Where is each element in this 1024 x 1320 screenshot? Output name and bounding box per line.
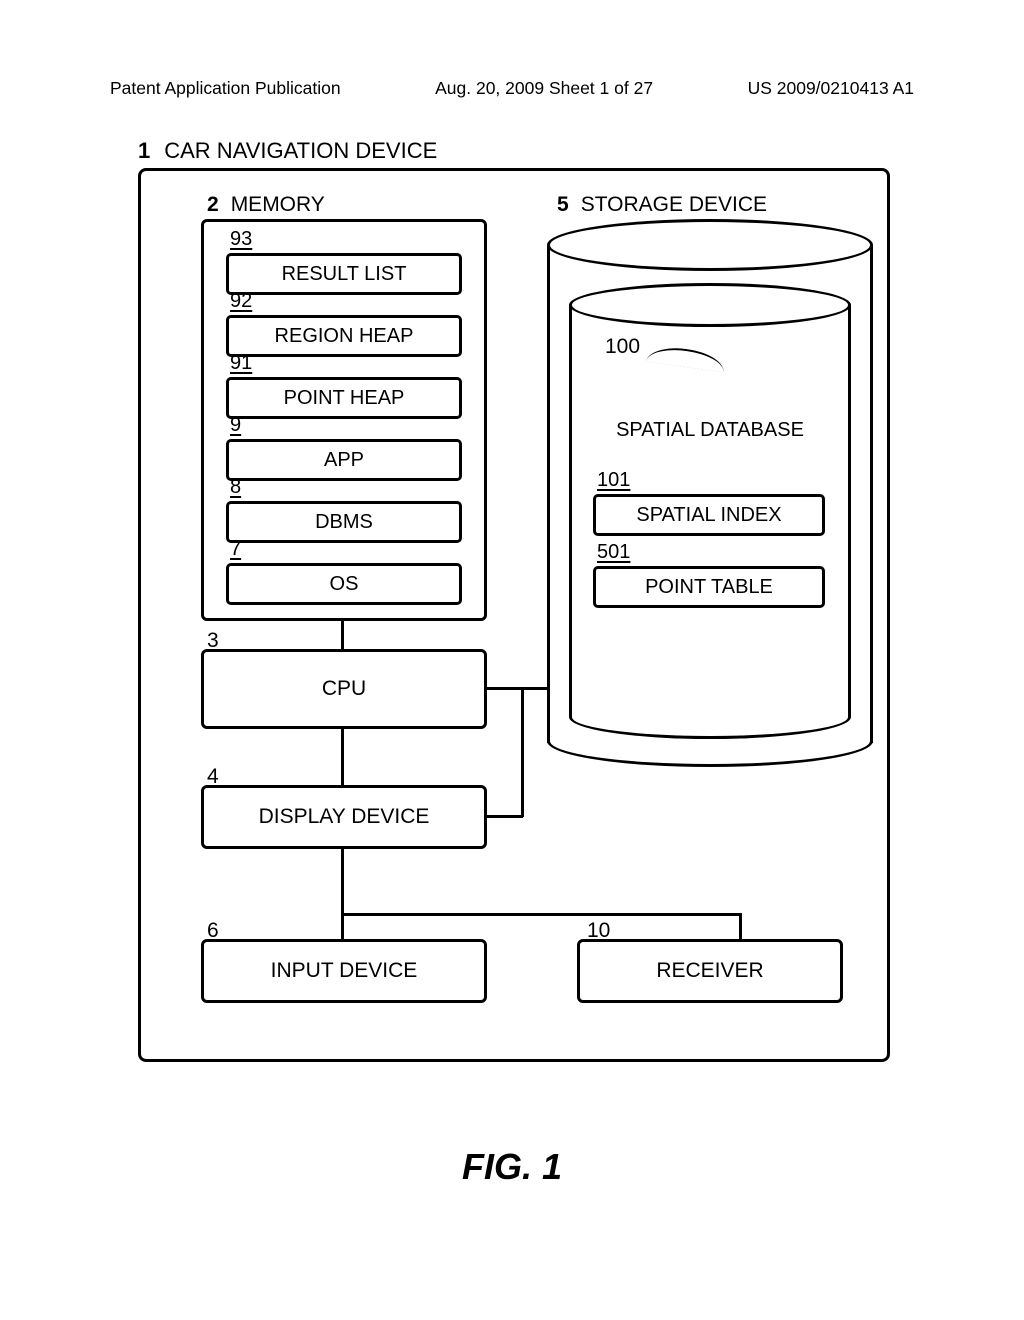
mem-num: 8 xyxy=(230,476,462,499)
mem-item-93: 93 RESULT LIST xyxy=(226,228,462,295)
device-box: 2 MEMORY 5 STORAGE DEVICE 93 RESULT LIST 9… xyxy=(138,168,890,1062)
mem-item-91: 91 POINT HEAP xyxy=(226,352,462,419)
page-header: Patent Application Publication Aug. 20, … xyxy=(110,78,914,99)
mem-num: 92 xyxy=(230,290,462,313)
display-box: DISPLAY DEVICE xyxy=(201,785,487,849)
connector-line xyxy=(341,621,344,649)
mem-num: 9 xyxy=(230,414,462,437)
mem-rect: RESULT LIST xyxy=(226,253,462,295)
mem-item-7: 7 OS xyxy=(226,538,462,605)
spatial-db-num: 100 xyxy=(605,335,640,359)
memory-label: 2 MEMORY xyxy=(207,193,325,217)
mem-rect: DBMS xyxy=(226,501,462,543)
header-center: Aug. 20, 2009 Sheet 1 of 27 xyxy=(435,78,653,99)
connector-line xyxy=(739,913,742,939)
mem-num: 91 xyxy=(230,352,462,375)
figure-caption: FIG. 1 xyxy=(0,1146,1024,1188)
header-right: US 2009/0210413 A1 xyxy=(748,78,914,99)
storage-cylinder: 100 SPATIAL DATABASE 101 SPATIAL INDEX 5… xyxy=(547,219,873,767)
mem-num: 7 xyxy=(230,538,462,561)
db-rect: POINT TABLE xyxy=(593,566,825,608)
mem-item-92: 92 REGION HEAP xyxy=(226,290,462,357)
mem-rect: REGION HEAP xyxy=(226,315,462,357)
memory-box: 93 RESULT LIST 92 REGION HEAP 91 POINT H… xyxy=(201,219,487,621)
memory-num: 2 xyxy=(207,193,219,216)
storage-label: 5 STORAGE DEVICE xyxy=(557,193,767,217)
diagram-title: 1 CAR NAVIGATION DEVICE xyxy=(138,138,437,164)
mem-rect: OS xyxy=(226,563,462,605)
db-item-101: 101 SPATIAL INDEX xyxy=(593,469,825,536)
connector-line xyxy=(487,687,547,690)
mem-item-8: 8 DBMS xyxy=(226,476,462,543)
input-box: INPUT DEVICE xyxy=(201,939,487,1003)
connector-line xyxy=(521,687,524,817)
connector-line xyxy=(341,913,741,916)
cpu-box: CPU xyxy=(201,649,487,729)
mem-num: 93 xyxy=(230,228,462,251)
connector-line xyxy=(341,729,344,785)
title-text: CAR NAVIGATION DEVICE xyxy=(164,138,437,163)
memory-text: MEMORY xyxy=(231,193,325,216)
receiver-box: RECEIVER xyxy=(577,939,843,1003)
connector-line xyxy=(487,815,523,818)
connector-line xyxy=(341,849,344,939)
mem-item-9: 9 APP xyxy=(226,414,462,481)
storage-num: 5 xyxy=(557,193,569,216)
header-left: Patent Application Publication xyxy=(110,78,341,99)
mem-rect: APP xyxy=(226,439,462,481)
db-num: 101 xyxy=(597,469,825,492)
storage-text: STORAGE DEVICE xyxy=(581,193,767,216)
db-item-501: 501 POINT TABLE xyxy=(593,541,825,608)
db-num: 501 xyxy=(597,541,825,564)
spatial-db-label: SPATIAL DATABASE xyxy=(569,419,851,442)
spatial-database-cylinder: 100 SPATIAL DATABASE 101 SPATIAL INDEX 5… xyxy=(569,283,851,739)
db-rect: SPATIAL INDEX xyxy=(593,494,825,536)
title-number: 1 xyxy=(138,138,150,163)
mem-rect: POINT HEAP xyxy=(226,377,462,419)
